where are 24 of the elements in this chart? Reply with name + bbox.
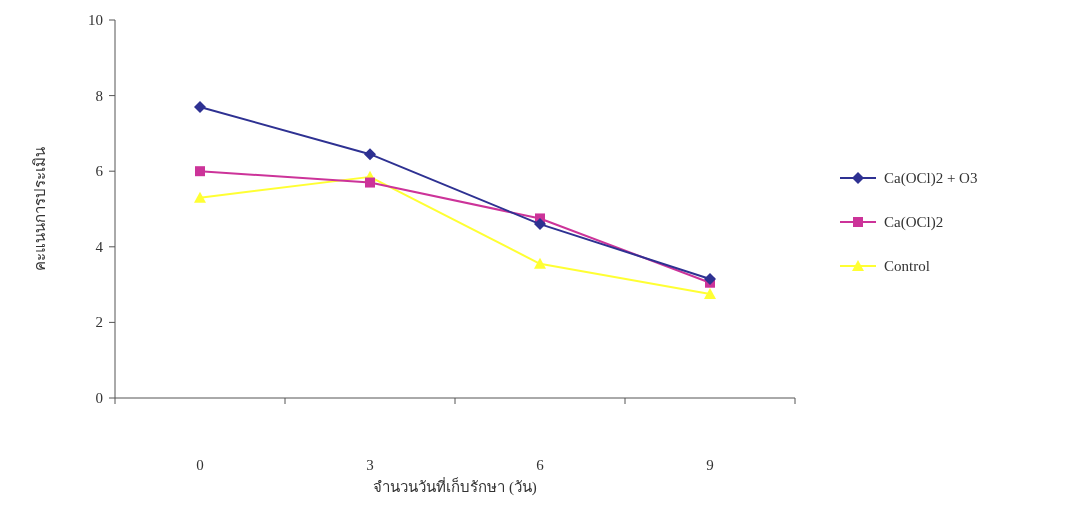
- y-tick-label: 10: [88, 12, 103, 28]
- legend-label: Control: [884, 258, 930, 274]
- point: [364, 148, 376, 161]
- x-tick-label: 0: [196, 457, 204, 473]
- y-tick-label: 0: [95, 390, 103, 406]
- point: [534, 257, 546, 269]
- y-tick-label: 4: [95, 238, 104, 255]
- y-tick-label: 8: [95, 87, 103, 104]
- legend-label: Ca(OCl)2: [884, 214, 944, 231]
- point: [704, 272, 716, 285]
- x-tick-label: 9: [706, 457, 714, 473]
- point: [534, 218, 546, 231]
- x-axis-title: จำนวนวันที่เก็บรักษา (วัน): [373, 476, 537, 496]
- y-tick-label: 6: [95, 163, 104, 180]
- y-axis-title: คะแนนการประเมิน: [32, 147, 48, 271]
- point: [194, 100, 206, 113]
- x-tick-label: 3: [366, 457, 374, 473]
- point: [365, 177, 375, 188]
- point: [194, 191, 206, 203]
- x-tick-label: 6: [536, 457, 545, 473]
- point: [195, 166, 205, 177]
- point: [704, 288, 716, 300]
- y-tick-label: 2: [95, 314, 103, 331]
- legend-label: Ca(OCl)2 + O3: [884, 170, 978, 187]
